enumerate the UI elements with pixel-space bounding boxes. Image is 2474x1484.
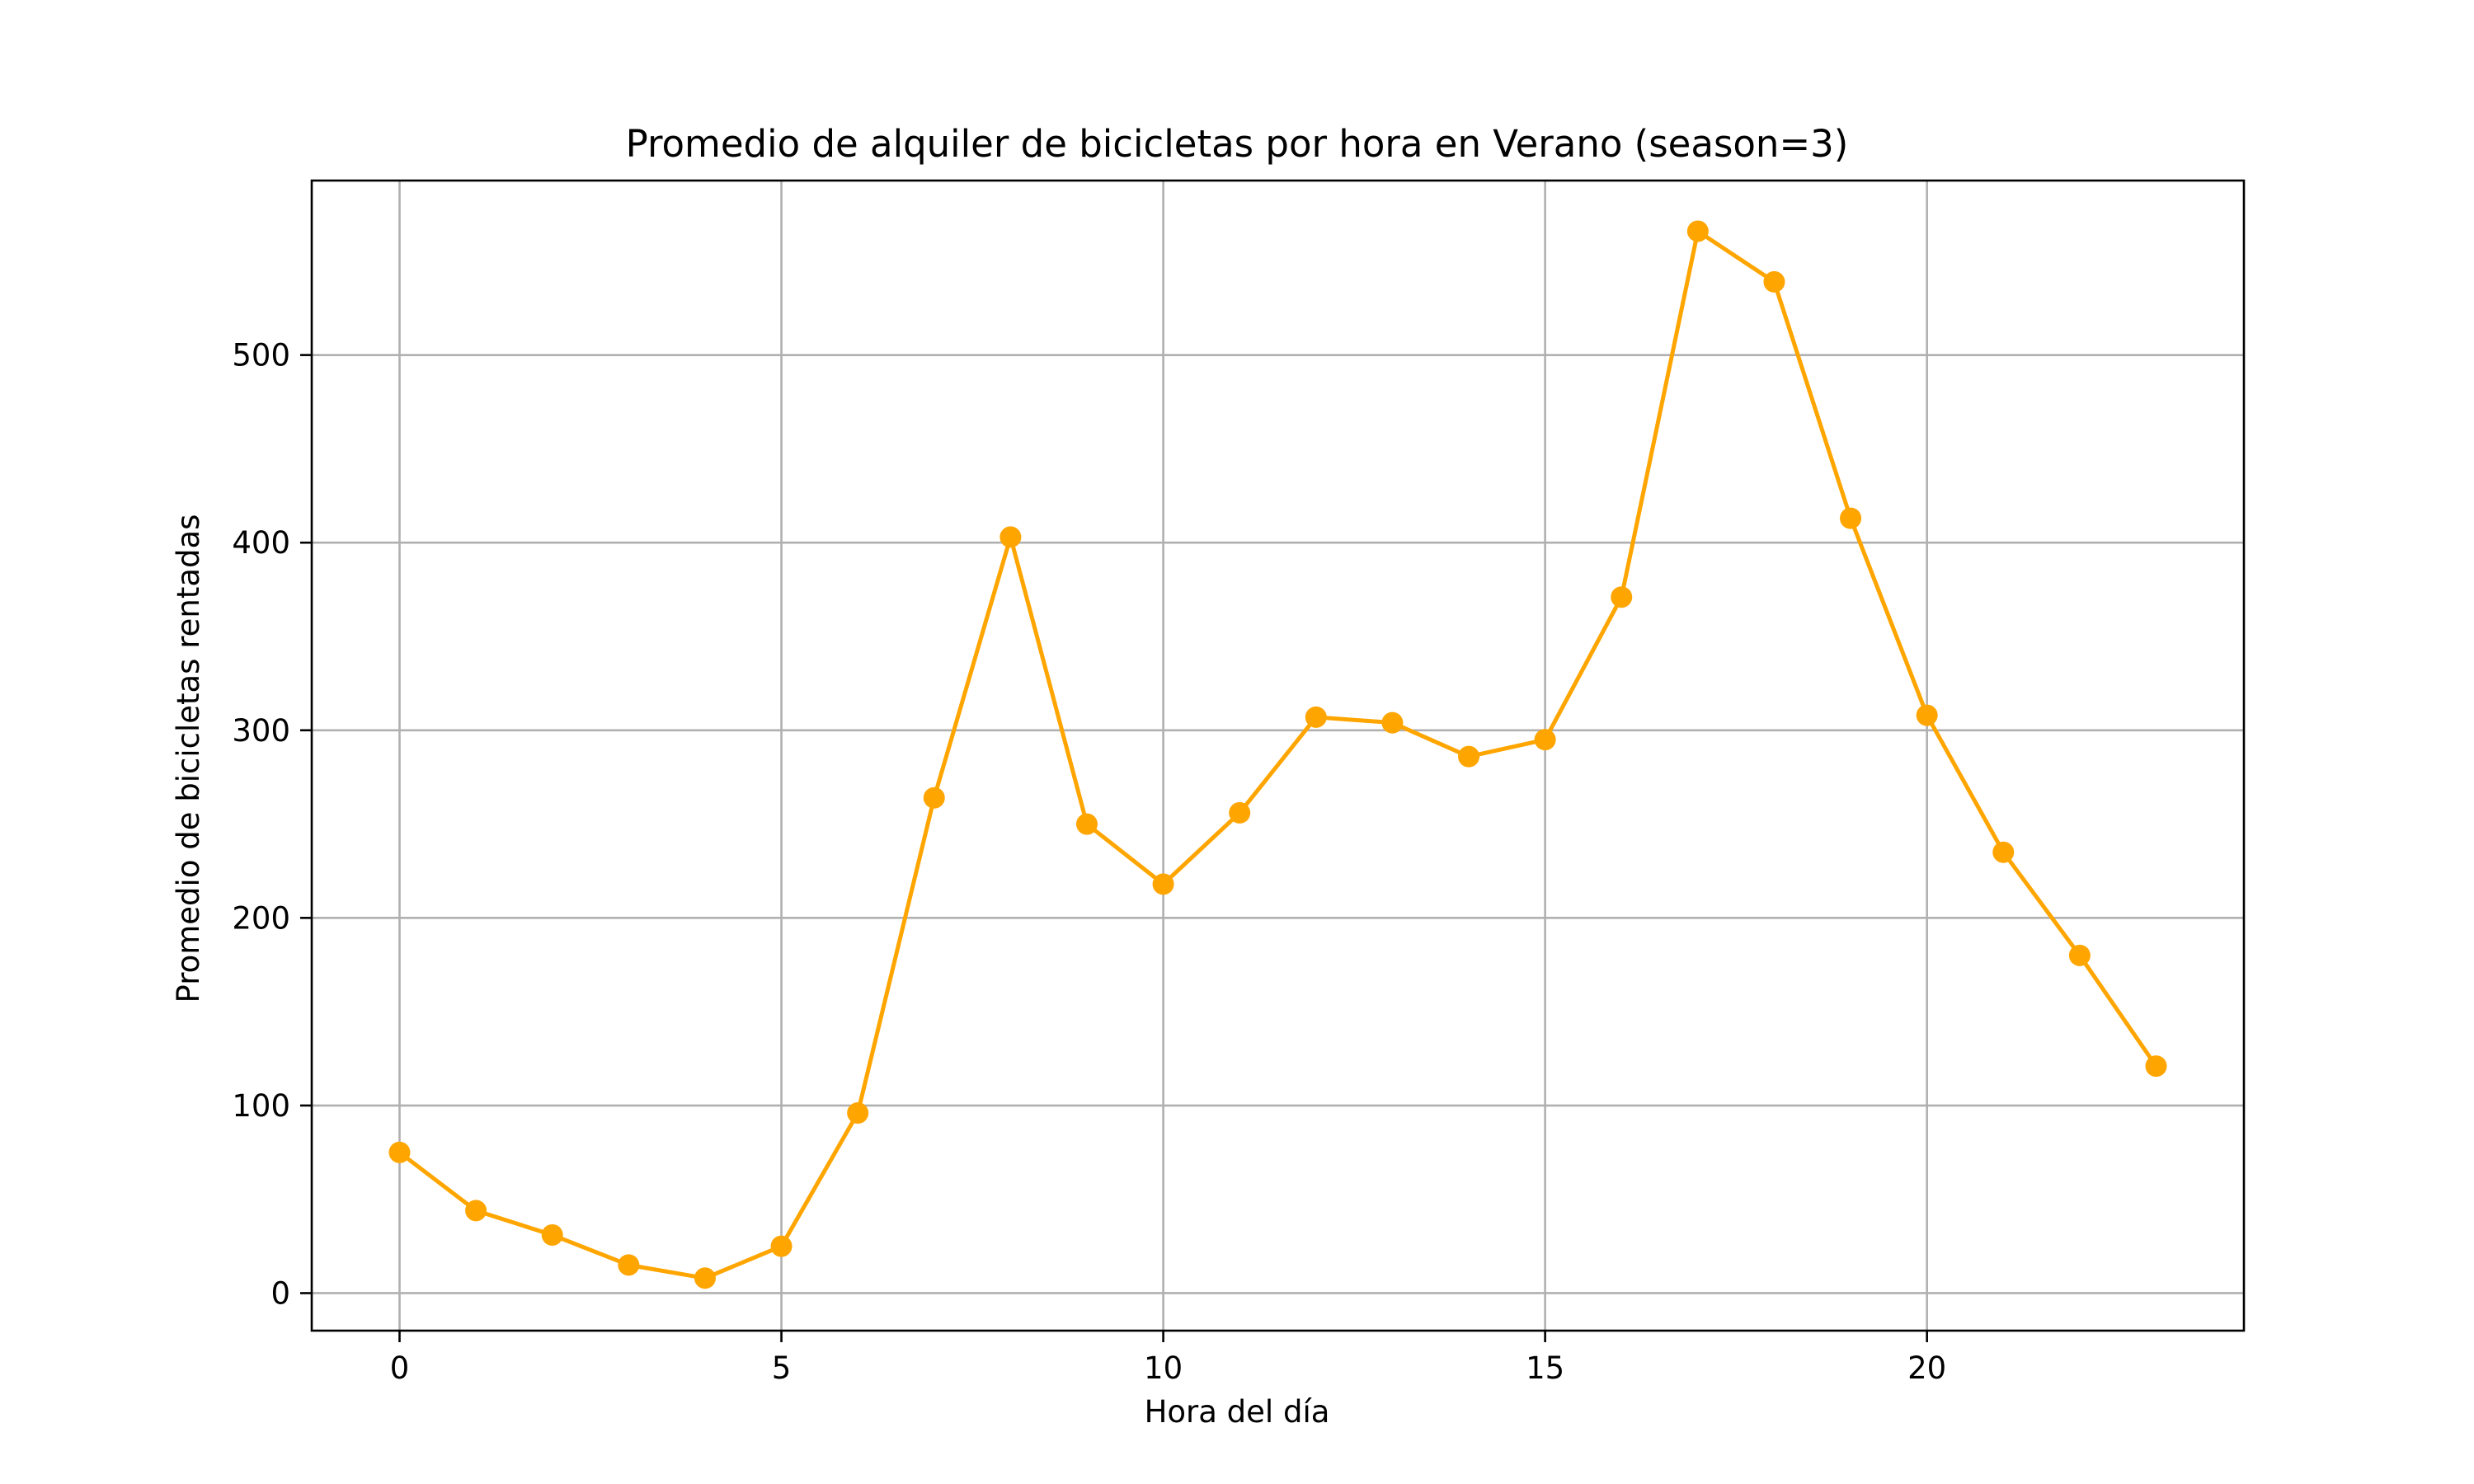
- data-point: [1534, 729, 1556, 751]
- x-tick-label: 15: [1526, 1350, 1564, 1386]
- data-point: [1611, 586, 1633, 608]
- plot-frame: [310, 179, 2246, 1332]
- data-point: [1458, 745, 1480, 768]
- y-axis-label: Promedio de bicicletas rentadas: [171, 514, 206, 1003]
- x-tick-label: 5: [772, 1350, 792, 1386]
- data-point: [999, 526, 1022, 548]
- series-layer: [388, 220, 2167, 1289]
- data-point: [694, 1267, 716, 1289]
- data-point: [2068, 944, 2091, 966]
- data-point: [1686, 220, 1709, 242]
- data-point: [1381, 711, 1404, 734]
- x-tick-label: 0: [390, 1350, 410, 1386]
- y-tick-label: 0: [270, 1275, 290, 1311]
- data-point: [1075, 813, 1098, 835]
- data-point: [1229, 801, 1251, 824]
- x-tick-label: 10: [1144, 1350, 1183, 1386]
- y-tick-label: 500: [232, 338, 290, 373]
- chart-title: Promedio de alquiler de bicicletas por h…: [626, 122, 1849, 166]
- series-line: [397, 228, 2158, 1280]
- data-point: [388, 1141, 411, 1163]
- y-tick-label: 300: [232, 713, 290, 749]
- data-point: [923, 787, 945, 809]
- data-point: [465, 1200, 487, 1222]
- data-point: [770, 1235, 793, 1257]
- data-point: [847, 1102, 869, 1125]
- data-point: [1152, 873, 1174, 895]
- x-axis-label: Hora del día: [1145, 1394, 1330, 1430]
- data-point: [1763, 270, 1785, 293]
- data-point: [1992, 841, 2015, 863]
- data-point: [2145, 1055, 2167, 1078]
- y-tick-label: 100: [232, 1088, 290, 1124]
- data-point: [1916, 704, 1938, 726]
- data-point: [618, 1254, 640, 1276]
- data-point: [1840, 507, 1862, 529]
- data-point: [1305, 706, 1327, 728]
- y-tick-label: 400: [232, 525, 290, 561]
- grid: [312, 181, 2244, 1331]
- x-tick-label: 20: [1907, 1350, 1946, 1386]
- data-point: [541, 1223, 563, 1246]
- y-tick-label: 200: [232, 900, 290, 936]
